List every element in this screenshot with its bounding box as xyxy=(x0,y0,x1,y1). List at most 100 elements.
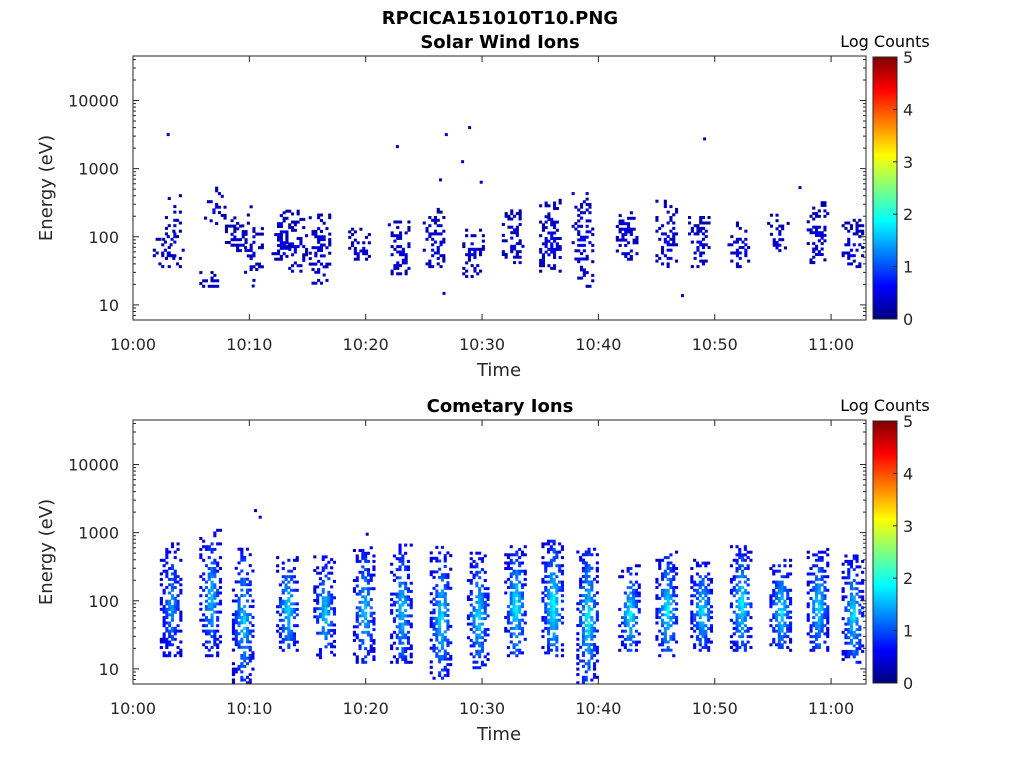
spectrogram-cell xyxy=(855,232,859,236)
spectrogram-cell xyxy=(549,564,553,568)
spectrogram-cell xyxy=(849,639,853,642)
spectrogram-cell xyxy=(513,261,517,265)
spectrogram-cell xyxy=(206,200,210,204)
spectrogram-cell xyxy=(210,605,214,609)
spectrogram-cell xyxy=(515,624,519,628)
spectrogram-cell xyxy=(841,224,845,228)
spectrogram-cell xyxy=(398,557,402,561)
spectrogram-cell xyxy=(207,575,211,579)
spectrogram-cell xyxy=(690,594,694,598)
spectrogram-cell xyxy=(849,600,853,604)
spectrogram-cell xyxy=(327,623,331,627)
spectrogram-cell xyxy=(858,647,862,651)
spectrogram-cell xyxy=(478,598,482,601)
spectrogram-cell xyxy=(666,646,670,649)
spectrogram-cell xyxy=(224,224,228,228)
spectrogram-cell xyxy=(470,253,474,257)
spectrogram-cell xyxy=(629,257,633,261)
spectrogram-cell xyxy=(690,618,694,622)
spectrogram-cell xyxy=(469,628,473,631)
spectrogram-cell xyxy=(509,602,513,606)
spectrogram-cell xyxy=(812,646,816,649)
spectrogram-cell xyxy=(626,624,630,628)
spectrogram-cell xyxy=(318,653,322,657)
spectrogram-cell xyxy=(707,216,711,219)
spectrogram-cell xyxy=(738,246,742,249)
spectrogram-cell xyxy=(435,559,439,563)
spectrogram-cell xyxy=(823,616,827,620)
spectrogram-cell xyxy=(308,257,312,261)
spectrogram-cell xyxy=(707,572,711,576)
spectrogram-cell xyxy=(478,600,482,604)
spectrogram-cell xyxy=(555,637,559,641)
spectrogram-cell xyxy=(486,587,490,591)
spectrogram-cell xyxy=(325,227,329,231)
spectrogram-cell xyxy=(701,605,705,609)
spectrogram-cell xyxy=(252,240,256,244)
figure-title: RPCICA151010T10.PNG xyxy=(382,8,618,29)
spectrogram-cell xyxy=(440,589,444,593)
x-axis-ticks: 10:00 10:10 10:20 10:30 10:40 10:50 11:00 xyxy=(110,420,854,718)
spectrogram-cell xyxy=(332,607,336,611)
spectrogram-cell xyxy=(518,569,522,573)
spectrogram-cell xyxy=(663,199,667,203)
spectrogram-cell xyxy=(595,615,599,619)
spectrogram-cell xyxy=(218,556,222,560)
spectrogram-cell xyxy=(515,594,519,598)
spectrogram-cell xyxy=(480,663,484,667)
spectrogram-cell xyxy=(518,632,522,636)
spectrogram-cell xyxy=(847,619,851,623)
spectrogram-cell xyxy=(245,629,249,633)
spectrogram-cell xyxy=(621,227,625,231)
spectrogram-cell xyxy=(395,636,399,640)
colorbar-tick-label: 4 xyxy=(903,464,913,483)
spectrogram-cell xyxy=(209,200,213,204)
spectrogram-cell xyxy=(518,547,522,551)
spectrogram-cell xyxy=(248,654,252,657)
spectrogram-cell xyxy=(179,613,183,617)
spectrogram-cell xyxy=(590,599,594,603)
spectrogram-cell xyxy=(478,625,482,629)
spectrogram-cell xyxy=(179,591,183,595)
spectrogram-cell xyxy=(442,240,446,244)
spectrogram-cell xyxy=(581,643,585,647)
spectrogram-cell xyxy=(509,651,513,655)
spectrogram-cell xyxy=(672,588,676,592)
spectrogram-cell xyxy=(789,624,793,628)
spectrogram-cell xyxy=(240,615,244,619)
spectrogram-cell xyxy=(698,583,702,587)
spectrogram-cell xyxy=(513,214,517,218)
spectrogram-cell xyxy=(506,586,510,589)
spectrogram-cell xyxy=(707,591,711,595)
spectrogram-cell xyxy=(698,607,702,611)
spectrogram-cell xyxy=(318,582,322,586)
spectrogram-cell xyxy=(587,605,591,608)
spectrogram-cell xyxy=(469,622,473,626)
spectrogram-cell xyxy=(780,586,784,590)
spectrogram-cell xyxy=(855,600,859,604)
spectrogram-cell xyxy=(655,635,659,639)
spectrogram-cell xyxy=(623,629,627,633)
spectrogram-cell xyxy=(361,565,365,569)
spectrogram-cell xyxy=(518,564,522,568)
spectrogram-cell xyxy=(675,616,679,619)
x-tick-label: 10:00 xyxy=(110,335,156,354)
spectrogram-cell xyxy=(372,573,376,577)
spectrogram-cell xyxy=(621,621,625,625)
spectrogram-cell xyxy=(624,233,628,237)
spectrogram-cell xyxy=(216,610,220,614)
spectrogram-cell xyxy=(701,259,705,263)
spectrogram-cell xyxy=(218,542,222,546)
spectrogram-cell xyxy=(435,600,439,604)
spectrogram-cell xyxy=(618,244,622,247)
spectrogram-cell xyxy=(634,599,638,603)
spectrogram-cell xyxy=(621,222,625,226)
spectrogram-cell xyxy=(234,634,238,638)
spectrogram-cell xyxy=(666,583,670,587)
spectrogram-cell xyxy=(436,246,440,249)
spectrogram-cell xyxy=(281,567,285,570)
spectrogram-cell xyxy=(547,564,551,568)
spectrogram-cell xyxy=(858,644,862,648)
spectrogram-cell xyxy=(769,599,773,603)
spectrogram-cell xyxy=(772,569,776,573)
